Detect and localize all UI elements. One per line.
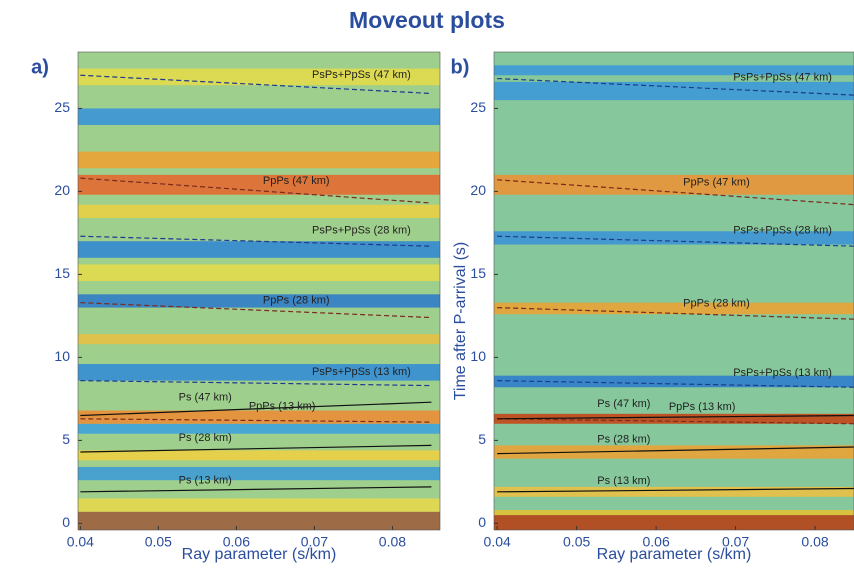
line-label: PsPs+PpSs (13 km) [733, 367, 832, 379]
y-axis-label: Time after P-arrival (s) [452, 242, 469, 401]
moveout-line [497, 414, 854, 420]
amplitude-band [78, 108, 440, 126]
moveout-line [497, 306, 854, 320]
line-label: PpPs (47 km) [263, 175, 330, 187]
y-tick-label: 25 [54, 99, 70, 115]
y-tick-label: 20 [470, 182, 486, 198]
amplitude-band [78, 423, 440, 434]
amplitude-band [78, 174, 440, 195]
x-tick-label: 0.07 [722, 534, 749, 550]
moveout-line [497, 487, 854, 493]
moveout-line [80, 302, 432, 319]
y-tick-label: 5 [478, 431, 486, 447]
amplitude-band [78, 204, 440, 218]
y-tick-label: 25 [470, 99, 486, 115]
amplitude-band [78, 241, 440, 258]
line-label: PpPs (47 km) [683, 177, 750, 189]
moveout-line [497, 235, 854, 247]
amplitude-band [494, 174, 854, 195]
moveout-line [497, 380, 854, 388]
moveout-line [80, 235, 432, 247]
amplitude-band [494, 510, 854, 516]
line-label: PpPs (28 km) [263, 294, 330, 306]
line-label: Ps (13 km) [597, 475, 650, 487]
x-tick-label: 0.05 [563, 534, 590, 550]
moveout-line [80, 444, 432, 453]
y-tick-label: 15 [470, 265, 486, 281]
x-tick-label: 0.08 [379, 534, 406, 550]
y-tick-label: 20 [54, 182, 70, 198]
x-axis-label: Ray parameter (s/km) [182, 546, 337, 563]
panel-label: b) [451, 56, 470, 78]
moveout-line [497, 446, 854, 455]
amplitude-band [494, 445, 854, 459]
plot-area [494, 52, 854, 530]
moveout-line [80, 380, 432, 387]
amplitude-band [78, 68, 440, 86]
x-tick-label: 0.08 [801, 534, 828, 550]
plot-area [78, 52, 440, 530]
amplitude-band [78, 364, 440, 381]
panel-label: a) [31, 56, 49, 78]
line-label: Ps (47 km) [179, 392, 232, 404]
plot-frame [493, 51, 854, 531]
x-tick-label: 0.06 [642, 534, 669, 550]
x-tick-label: 0.06 [223, 534, 250, 550]
x-tick-label: 0.04 [67, 534, 94, 550]
amplitude-band [494, 302, 854, 315]
amplitude-band [78, 511, 440, 530]
moveout-line [497, 77, 854, 96]
y-tick-label: 0 [478, 514, 486, 530]
moveout-line [497, 418, 854, 425]
plot-frame [77, 51, 441, 531]
line-label: Ps (47 km) [597, 398, 650, 410]
moveout-line [80, 418, 432, 423]
line-label: PsPs+PpSs (47 km) [312, 69, 411, 81]
amplitude-band [78, 410, 440, 424]
x-tick-label: 0.07 [301, 534, 328, 550]
moveout-line [80, 401, 432, 417]
amplitude-band [494, 375, 854, 388]
line-label: PsPs+PpSs (28 km) [733, 225, 832, 237]
amplitude-band [78, 294, 440, 308]
y-tick-label: 0 [62, 514, 70, 530]
line-label: PpPs (13 km) [249, 400, 316, 412]
line-label: PpPs (13 km) [669, 401, 736, 413]
moveout-line [80, 74, 432, 95]
y-tick-label: 5 [62, 431, 70, 447]
figure-title: Moveout plots [349, 7, 505, 33]
amplitude-band [78, 466, 440, 481]
moveout-line [497, 179, 854, 206]
x-tick-label: 0.04 [484, 534, 511, 550]
amplitude-band [78, 450, 440, 461]
amplitude-band [494, 231, 854, 245]
amplitude-band [78, 151, 440, 169]
line-label: PsPs+PpSs (28 km) [312, 225, 411, 237]
line-label: PsPs+PpSs (13 km) [312, 366, 411, 378]
amplitude-band [78, 334, 440, 345]
line-label: Ps (13 km) [179, 474, 232, 486]
moveout-line [80, 486, 432, 493]
amplitude-band [78, 498, 440, 512]
amplitude-band [494, 515, 854, 530]
line-label: Ps (28 km) [597, 434, 650, 446]
amplitude-band [494, 413, 854, 424]
y-tick-label: 15 [54, 265, 70, 281]
line-label: PsPs+PpSs (47 km) [733, 71, 832, 83]
y-tick-label: 10 [54, 348, 70, 364]
amplitude-band [494, 486, 854, 497]
amplitude-band [494, 65, 854, 76]
y-tick-label: 10 [470, 348, 486, 364]
x-tick-label: 0.05 [145, 534, 172, 550]
amplitude-band [78, 264, 440, 282]
moveout-line [80, 177, 432, 204]
amplitude-band [494, 81, 854, 101]
x-axis-label: Ray parameter (s/km) [597, 546, 752, 563]
line-label: PpPs (28 km) [683, 298, 750, 310]
line-label: Ps (28 km) [179, 432, 232, 444]
